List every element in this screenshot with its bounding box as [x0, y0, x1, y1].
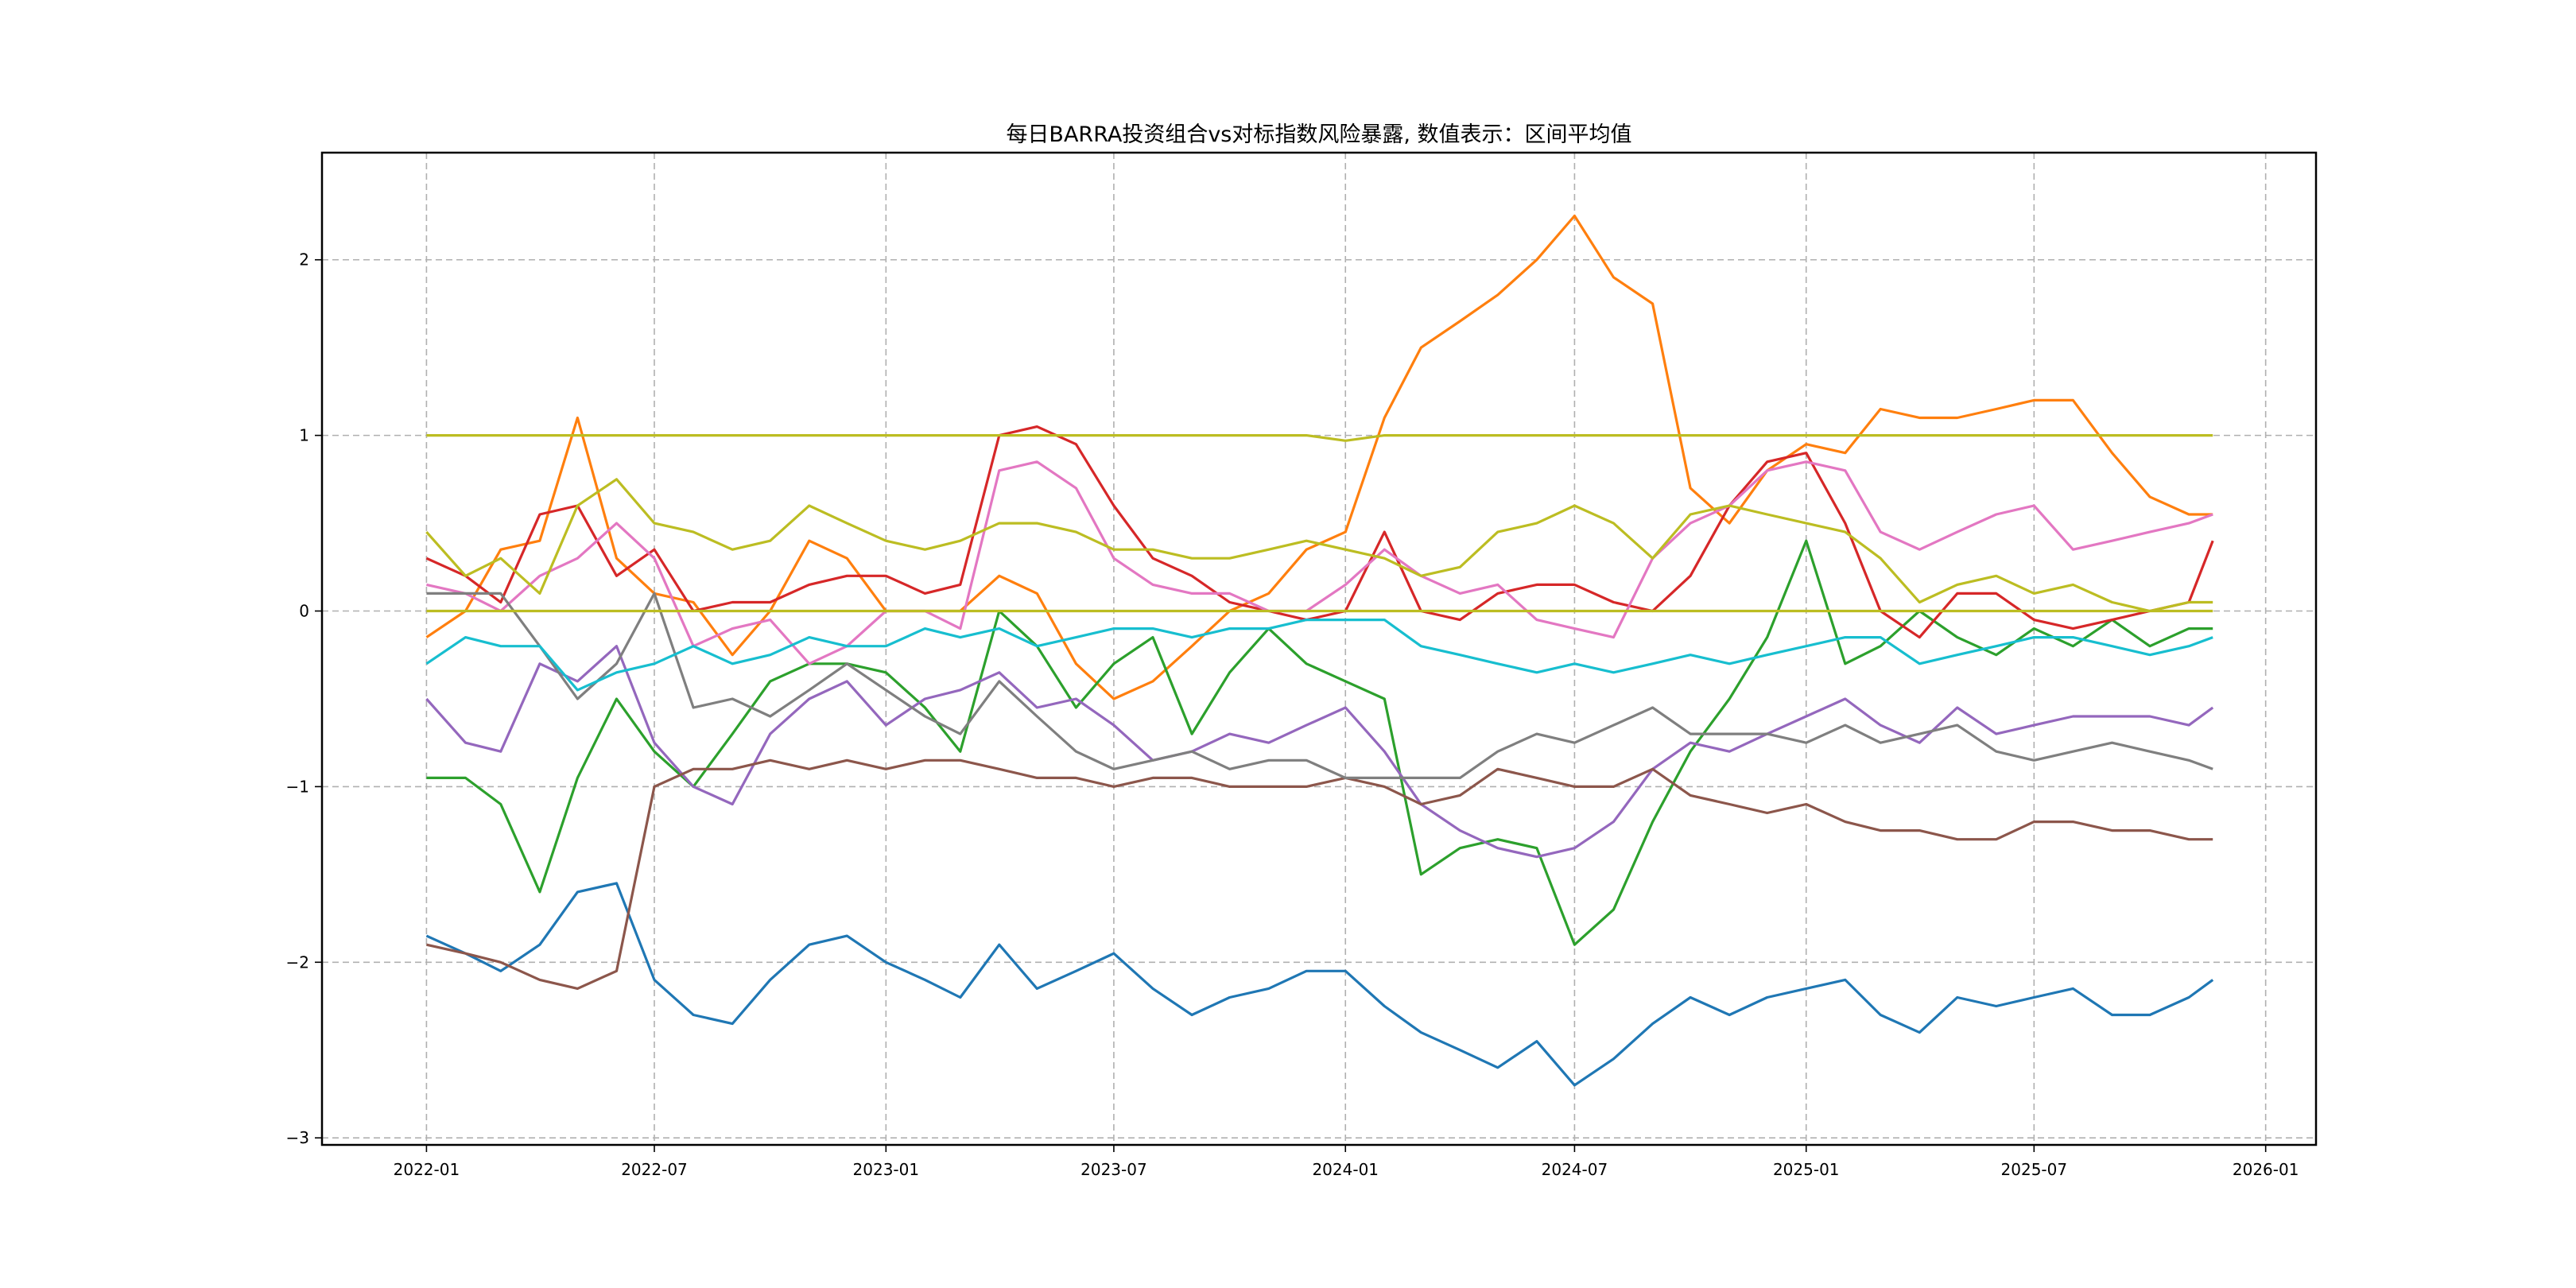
- y-axis: −3 −2 −1 0 1 2: [286, 250, 322, 1147]
- y-tick-label: −2: [286, 952, 309, 972]
- y-tick-label: 1: [299, 426, 309, 445]
- chart-title: 每日BARRA投资组合vs对标指数风险暴露, 数值表示：区间平均值: [1006, 122, 1631, 147]
- x-tick-label: 2023-07: [1080, 1160, 1147, 1179]
- x-tick-label: 2024-01: [1312, 1160, 1379, 1179]
- series-4-line: [425, 425, 2214, 639]
- series-1-line: [425, 882, 2214, 1087]
- series-3-line: [426, 539, 2213, 946]
- y-tick-label: −3: [286, 1128, 309, 1147]
- series-lines: [425, 214, 2214, 1087]
- y-tick-label: 2: [299, 250, 309, 270]
- grid: [322, 153, 2316, 1145]
- series-6-line: [426, 758, 2213, 991]
- x-tick-label: 2025-07: [2001, 1160, 2068, 1179]
- plot-frame: [320, 151, 2318, 1146]
- y-tick-label: −1: [286, 777, 309, 796]
- series-10-line: [425, 618, 2213, 692]
- x-tick-label: 2022-01: [394, 1160, 460, 1179]
- series-5-line: [425, 645, 2214, 859]
- series-9-line: [425, 478, 2213, 613]
- series-7-line: [426, 460, 2213, 665]
- x-tick-label: 2023-01: [853, 1160, 920, 1179]
- x-axis: 2022-01 2022-07 2023-01 2023-07 2024-01 2024-…: [394, 1145, 2299, 1179]
- series-8-line: [426, 592, 2213, 780]
- series-11-line: [426, 433, 2213, 442]
- series-2-line: [425, 214, 2213, 700]
- x-tick-label: 2025-01: [1773, 1160, 1840, 1179]
- x-tick-label: 2026-01: [2233, 1160, 2299, 1179]
- x-tick-label: 2022-07: [621, 1160, 688, 1179]
- y-tick-label: 0: [299, 602, 309, 621]
- x-tick-label: 2024-07: [1542, 1160, 1608, 1179]
